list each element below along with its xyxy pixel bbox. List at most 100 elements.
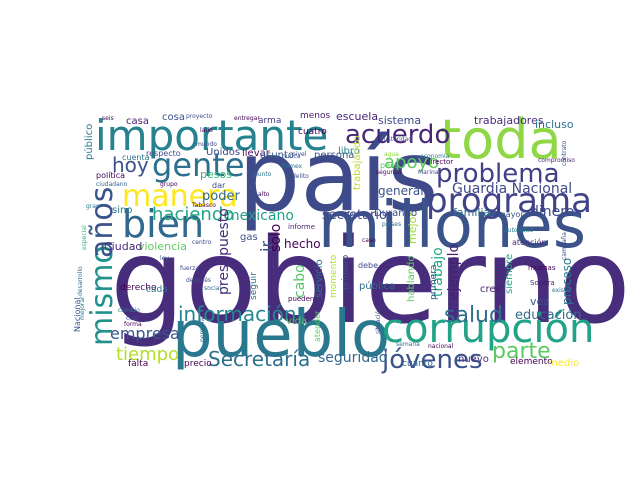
word-cloud-word: campaña — [561, 232, 568, 260]
word-cloud-word: atender — [313, 310, 322, 342]
word-cloud-word: violencia — [138, 240, 187, 253]
word-cloud-word: mejor — [406, 212, 419, 244]
word-cloud-word: escuela — [336, 110, 378, 123]
word-cloud-word: trabajadores — [474, 114, 544, 127]
word-cloud-word: informe — [288, 223, 315, 231]
word-cloud-word: corrupción — [382, 306, 594, 352]
word-cloud-word: debe — [358, 261, 378, 270]
word-cloud-word: centro — [192, 239, 211, 246]
word-cloud-word: programa — [426, 181, 592, 221]
word-cloud-word: gobierno — [110, 212, 631, 350]
word-cloud-word: cada — [146, 285, 168, 295]
word-cloud-word: ejemplo — [446, 244, 462, 300]
word-cloud-word: proyecto — [186, 113, 213, 120]
word-cloud-word: asunto — [260, 150, 294, 161]
word-cloud-word: servicio — [314, 259, 325, 298]
word-cloud-word: situación — [375, 307, 382, 334]
word-cloud-word: cuánto — [402, 359, 433, 369]
word-cloud-word: nunca — [282, 153, 301, 160]
word-cloud-word: gran — [86, 203, 100, 210]
word-cloud-word: Ciudad — [104, 240, 142, 253]
word-cloud-word: dar — [212, 181, 226, 190]
word-cloud-word: Durango — [374, 208, 417, 219]
word-cloud-word: mismo — [85, 245, 120, 346]
word-cloud-word: seguridad — [318, 350, 388, 366]
word-cloud-word: momento — [329, 254, 339, 298]
word-cloud-word: muchas — [528, 264, 556, 272]
word-cloud-word: hoy — [112, 153, 149, 177]
word-cloud-word: general — [378, 184, 424, 198]
word-cloud-word: entregar — [234, 115, 260, 122]
word-cloud-word: apoyo — [384, 152, 439, 173]
word-cloud-word: incluso — [535, 118, 574, 131]
word-cloud-word: respecto — [146, 149, 181, 158]
word-cloud-word: punto — [254, 171, 272, 178]
word-cloud-word: salud — [444, 303, 503, 328]
word-cloud-word: siempre — [504, 254, 515, 294]
word-cloud-word: pesos — [200, 168, 232, 181]
word-cloud-word: agua — [384, 151, 399, 158]
word-cloud-word: gas — [240, 232, 258, 243]
word-cloud-word: forma — [124, 321, 142, 328]
word-cloud-word: trabajando — [352, 136, 363, 190]
word-cloud-word: menos — [300, 111, 331, 121]
word-cloud-word: contrato — [561, 140, 568, 166]
word-cloud-word: empresa — [110, 324, 180, 343]
word-cloud-word: nivel — [292, 151, 307, 158]
word-cloud-word: arma — [258, 116, 281, 126]
word-cloud-word: compromiso — [538, 157, 575, 164]
word-cloud-word: Tabasco — [191, 202, 216, 209]
word-cloud-word: delito — [292, 173, 309, 180]
word-cloud-word: pueden — [288, 295, 314, 303]
word-cloud-word: cuenta — [122, 153, 150, 162]
word-cloud-word: atención — [512, 237, 547, 247]
word-cloud-word: falta — [128, 359, 148, 369]
word-cloud-word: persona — [314, 150, 354, 161]
word-cloud-word: social — [204, 285, 221, 292]
word-cloud-word: haciendo — [152, 204, 234, 225]
word-cloud-word: Secretaría — [208, 347, 310, 371]
word-cloud-word: información — [178, 302, 297, 326]
word-cloud-word: informar — [342, 211, 368, 218]
word-cloud-word: elemento — [510, 357, 553, 367]
word-cloud-word: autoridad — [504, 227, 533, 234]
word-cloud-word: presupuesto — [216, 208, 232, 295]
word-cloud-word: grupo — [160, 181, 178, 188]
word-cloud-word: economía — [420, 153, 450, 160]
word-cloud-word: cambio — [118, 307, 140, 314]
word-cloud-word: cuatro — [298, 127, 327, 137]
word-cloud-word: mexicano — [226, 208, 294, 224]
word-cloud-word: proceso — [560, 258, 574, 305]
word-cloud-word: casa — [126, 116, 149, 127]
word-cloud-word: países — [382, 221, 401, 228]
word-cloud-word: ley — [160, 255, 169, 262]
word-cloud-word: mayor — [498, 210, 524, 219]
word-cloud-word: personal — [199, 316, 206, 342]
word-cloud-word: existe — [552, 287, 570, 294]
word-cloud-word: público — [83, 124, 95, 160]
word-cloud-word: caso — [362, 237, 376, 244]
word-cloud-word: mejorar — [79, 296, 86, 320]
word-cloud-word: nacional — [428, 343, 454, 350]
word-cloud-word: hablando — [406, 255, 417, 302]
word-cloud-word: acuerdo — [345, 120, 450, 150]
word-cloud-word: cosa — [162, 112, 185, 123]
word-cloud-word: tiempo — [116, 344, 179, 365]
word-cloud-word: cual — [126, 315, 139, 322]
word-cloud-word: Pemex — [282, 163, 303, 170]
word-cloud-word: bien — [122, 202, 204, 246]
word-cloud-word: importante — [95, 111, 328, 160]
word-cloud-word: millones — [318, 189, 586, 263]
word-cloud-word: libro — [338, 146, 360, 157]
word-cloud-word: Sonora — [530, 279, 555, 287]
word-cloud-word: vez — [530, 295, 549, 308]
word-cloud-word: creo — [480, 284, 502, 295]
word-cloud-word: poder — [202, 189, 240, 204]
word-cloud-word: ir — [257, 241, 276, 252]
word-cloud-word: precio — [184, 359, 212, 369]
word-cloud-word: medio — [548, 358, 579, 369]
word-cloud-word: peso — [380, 161, 399, 170]
word-cloud-word: vida — [286, 316, 307, 327]
word-cloud-word: especial — [81, 225, 88, 250]
